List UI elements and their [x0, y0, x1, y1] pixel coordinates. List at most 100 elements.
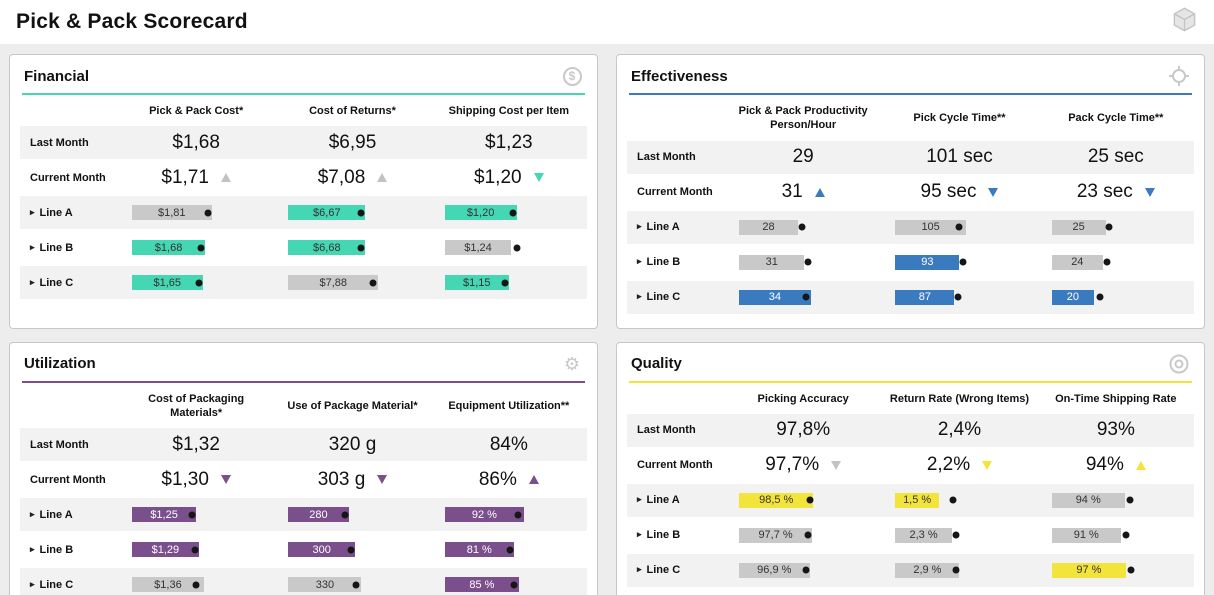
- page-title: Pick & Pack Scorecard: [16, 10, 248, 33]
- expand-caret-icon: ▸: [637, 221, 642, 232]
- bullet-bar: 2,3 %: [895, 527, 1023, 543]
- bullet-bar: 20: [1051, 289, 1180, 305]
- line-toggle[interactable]: ▸ Line A: [627, 210, 725, 244]
- expand-caret-icon: ▸: [30, 578, 35, 589]
- target-dot: [509, 209, 517, 217]
- line-toggle[interactable]: ▸ Line C: [627, 280, 725, 314]
- line-toggle[interactable]: ▸ Line C: [20, 266, 118, 300]
- bullet-bar: $6,67: [288, 205, 416, 221]
- target-dot: [955, 223, 963, 231]
- kpi-value: 86%: [431, 463, 587, 496]
- trend-arrow-icon: [377, 173, 388, 183]
- target-dot: [806, 496, 814, 504]
- bullet-bar: 31: [739, 254, 867, 270]
- kpi-value: $6,95: [274, 126, 431, 160]
- row-line-c: ▸ Line C 96,9 % 2,9 % 97 %: [627, 553, 1194, 587]
- bullet-bar: 300: [288, 542, 416, 558]
- row-label: Last Month: [627, 413, 725, 447]
- kpi-value: $1,20: [431, 161, 587, 194]
- line-toggle[interactable]: ▸ Line A: [20, 498, 118, 532]
- column-header: Cost of Packaging Materials*: [148, 392, 245, 419]
- bullet-bar: $1,68: [132, 240, 260, 256]
- line-toggle[interactable]: ▸ Line B: [637, 256, 681, 269]
- kpi-table-quality: Picking Accuracy Return Rate (Wrong Item…: [627, 385, 1194, 589]
- target-dot: [1103, 258, 1111, 266]
- target-dot: [357, 244, 365, 252]
- target-dot: [197, 244, 205, 252]
- dollar-circle-icon[interactable]: $: [561, 65, 583, 87]
- kpi-value: 31: [725, 176, 881, 209]
- bullet-bar: 97,7 %: [739, 527, 867, 543]
- panel-header: Financial $: [20, 63, 587, 93]
- bullet-bar: 96,9 %: [739, 562, 867, 578]
- topbar: Pick & Pack Scorecard: [0, 0, 1214, 44]
- bullet-bar: 1,5 %: [895, 492, 1023, 508]
- trend-arrow-icon: [533, 173, 544, 183]
- target-dot: [1096, 293, 1104, 301]
- target-dot: [804, 258, 812, 266]
- expand-caret-icon: ▸: [30, 543, 35, 554]
- panel-title-financial: Financial: [24, 67, 90, 85]
- trend-arrow-icon: [988, 187, 999, 197]
- target-dot: [514, 511, 522, 519]
- row-last-month: Last Month $1,68 $6,95 $1,23: [20, 126, 587, 160]
- line-toggle[interactable]: ▸ Line C: [20, 568, 118, 595]
- target-dot: [1127, 566, 1135, 574]
- package-cube-icon[interactable]: [1171, 6, 1198, 38]
- line-toggle[interactable]: ▸ Line C: [627, 553, 725, 587]
- line-toggle[interactable]: ▸ Line B: [30, 241, 74, 254]
- row-label: Last Month: [20, 428, 118, 462]
- panel-title-utilization: Utilization: [24, 355, 96, 373]
- row-label: Current Month: [30, 171, 106, 184]
- row-line-a: ▸ Line A 98,5 % 1,5 % 94 %: [627, 483, 1194, 517]
- kpi-value: 320 g: [274, 428, 431, 462]
- bullet-bar: 93: [895, 254, 1023, 270]
- trend-arrow-icon: [1144, 187, 1155, 197]
- bullet-bar: 92 %: [444, 507, 573, 523]
- accent-rule-financial: [22, 93, 585, 95]
- line-toggle[interactable]: ▸ Line A: [627, 483, 725, 517]
- accent-rule-effectiveness: [629, 93, 1192, 95]
- bullet-bar: 87: [895, 289, 1023, 305]
- expand-caret-icon: ▸: [637, 494, 642, 505]
- target-dot: [959, 258, 967, 266]
- row-line-b: ▸ Line B $1,29 300 81 %: [20, 533, 587, 566]
- kpi-value: $1,68: [118, 126, 275, 160]
- row-label: Current Month: [637, 459, 713, 472]
- bullet-bar: $1,36: [132, 577, 260, 593]
- kpi-value: 29: [725, 140, 882, 174]
- target-icon[interactable]: [1168, 65, 1190, 87]
- row-last-month: Last Month 29 101 sec 25 sec: [627, 140, 1194, 174]
- target-dot: [347, 546, 355, 554]
- kpi-table-financial: Pick & Pack Cost* Cost of Returns* Shipp…: [20, 97, 587, 301]
- target-dot: [357, 209, 365, 217]
- bullet-bar: 98,5 %: [739, 492, 867, 508]
- row-line-c: ▸ Line C $1,36 330 85 %: [20, 568, 587, 595]
- kpi-value: 95 sec: [881, 176, 1037, 209]
- kpi-value: 25 sec: [1037, 140, 1194, 174]
- panel-header: Utilization ⚙: [20, 351, 587, 381]
- target-dot: [501, 279, 509, 287]
- line-toggle[interactable]: ▸ Line B: [637, 529, 681, 542]
- trend-arrow-icon: [377, 475, 388, 485]
- gear-icon[interactable]: ⚙: [563, 353, 581, 374]
- line-toggle[interactable]: ▸ Line B: [30, 543, 74, 556]
- column-header: Pack Cycle Time**: [1068, 112, 1164, 125]
- expand-caret-icon: ▸: [30, 241, 35, 252]
- bullseye-ring-icon[interactable]: [1168, 353, 1190, 375]
- kpi-value: 303 g: [274, 463, 430, 496]
- kpi-value: 94%: [1038, 449, 1194, 482]
- expand-caret-icon: ▸: [637, 256, 642, 267]
- line-toggle[interactable]: ▸ Line A: [20, 196, 118, 230]
- bullet-bar: 330: [288, 577, 416, 593]
- target-dot: [192, 581, 200, 589]
- bullet-bar: 280: [288, 507, 416, 523]
- column-header-row: Cost of Packaging Materials* Use of Pack…: [20, 387, 587, 427]
- accent-rule-utilization: [22, 380, 585, 383]
- bullet-bar: 2,9 %: [895, 562, 1023, 578]
- target-dot: [191, 546, 199, 554]
- target-dot: [352, 581, 360, 589]
- trend-arrow-icon: [220, 173, 231, 183]
- row-line-c: ▸ Line C 34 87 20: [627, 280, 1194, 314]
- target-dot: [369, 279, 377, 287]
